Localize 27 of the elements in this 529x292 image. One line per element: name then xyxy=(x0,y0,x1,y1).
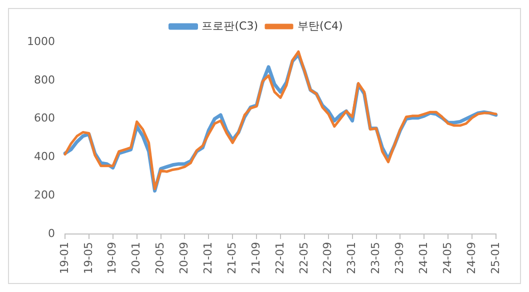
x-tick-label: 23-05 xyxy=(369,242,382,274)
x-tick-label: 22-01 xyxy=(273,242,286,274)
x-tick-label: 21-05 xyxy=(225,242,238,274)
x-tick-label: 22-09 xyxy=(321,242,334,274)
x-tick-label: 22-05 xyxy=(297,242,310,274)
x-tick-label: 19-01 xyxy=(58,242,71,274)
x-tick-label: 19-05 xyxy=(82,242,95,274)
x-tick-label: 19-09 xyxy=(106,242,119,274)
x-tick-label: 23-01 xyxy=(345,242,358,274)
x-tick-label: 24-05 xyxy=(440,242,454,274)
legend-label: 부탄(C4) xyxy=(298,19,343,32)
x-tick-label: 21-01 xyxy=(202,242,215,274)
y-tick-label: 200 xyxy=(34,188,55,202)
y-tick-label: 800 xyxy=(34,73,55,86)
x-tick-label: 24-09 xyxy=(464,242,478,274)
y-tick-label: 1000 xyxy=(26,34,55,48)
x-tick-label: 20-05 xyxy=(154,242,167,274)
x-tick-label: 20-09 xyxy=(178,242,191,274)
x-tick-label: 24-01 xyxy=(417,242,430,274)
legend-label: 프로판(C3) xyxy=(202,19,258,32)
x-tick-label: 25-01 xyxy=(488,242,502,274)
x-tick-label: 23-09 xyxy=(393,242,406,274)
y-tick-label: 600 xyxy=(34,112,55,125)
y-tick-label: 400 xyxy=(34,150,55,164)
x-tick-label: 21-09 xyxy=(249,242,262,274)
y-tick-label: 0 xyxy=(48,226,55,240)
x-tick-label: 20-01 xyxy=(130,242,143,274)
